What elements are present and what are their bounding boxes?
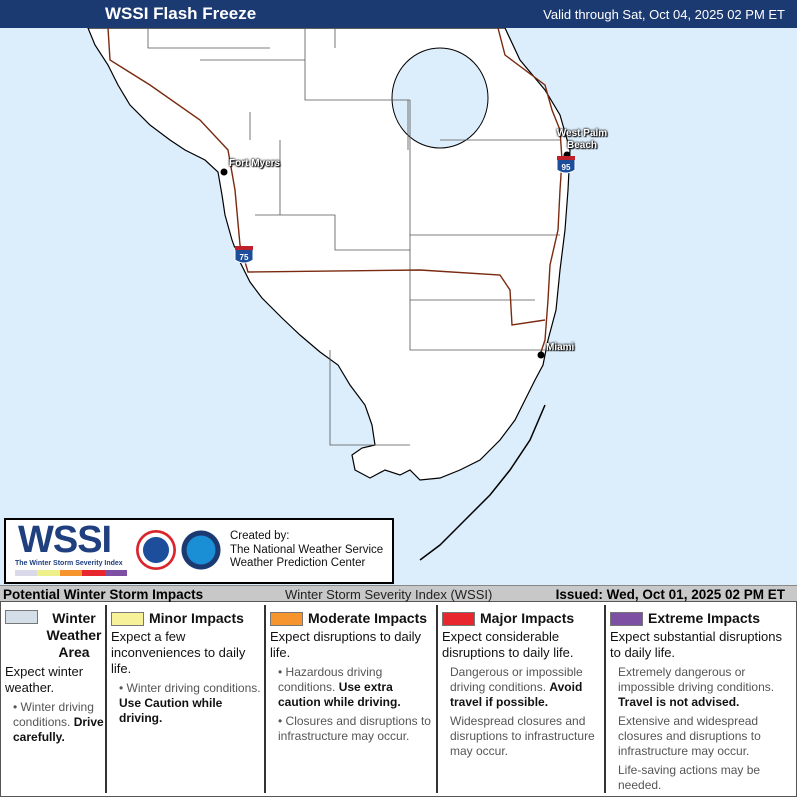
county-lines bbox=[147, 28, 560, 446]
credits-line: Weather Prediction Center bbox=[230, 557, 366, 569]
credits-line: Created by: bbox=[230, 530, 290, 542]
legend-color-swatch bbox=[442, 612, 475, 627]
credits: Created by: The National Weather Service… bbox=[230, 530, 383, 571]
header-bar: WSSI Flash Freeze Valid through Sat, Oct… bbox=[0, 0, 797, 28]
legend-item-text: Dangerous or impossible driving conditio… bbox=[450, 665, 583, 695]
legend-item-text: Hazardous driving conditions. bbox=[278, 665, 383, 695]
legend-color-swatch bbox=[111, 612, 144, 627]
legend-level: Winter Weather Area bbox=[5, 610, 105, 661]
legend-item: Extensive and widespread closures and di… bbox=[610, 714, 796, 759]
legend-color-swatch bbox=[5, 610, 38, 624]
legend-expectation: Expect disruptions to daily life. bbox=[270, 629, 422, 661]
legend-level-label: Major Impacts bbox=[480, 610, 575, 626]
legend-item-text: Extensive and widespread closures and di… bbox=[618, 714, 761, 759]
impact-legend: Winter Weather Area Expect winter weather… bbox=[0, 602, 797, 797]
legend-item-text: Closures and disruptions to infrastructu… bbox=[278, 714, 431, 744]
legend-item-text: Life-saving actions may be needed. bbox=[618, 763, 761, 793]
legend-item: • Closures and disruptions to infrastruc… bbox=[278, 714, 431, 744]
legend-expectation: Expect a few inconveniences to daily lif… bbox=[111, 629, 246, 677]
interstate-75-shield: 75 bbox=[234, 246, 254, 264]
legend-item: • Winter driving conditions. Drive caref… bbox=[13, 700, 104, 744]
wssi-logo: WSSI bbox=[18, 519, 112, 561]
legend-level-label: Winter Weather Area bbox=[46, 610, 102, 660]
issued-time: Issued: Wed, Oct 01, 2025 02 PM ET bbox=[555, 587, 785, 602]
impacts-bar: Potential Winter Storm Impacts Winter St… bbox=[0, 585, 797, 602]
highways bbox=[107, 28, 563, 356]
legend-level-label: Minor Impacts bbox=[149, 610, 244, 626]
wssi-subtitle: The Winter Storm Severity Index bbox=[15, 560, 123, 567]
legend-column: Moderate Impacts Expect disruptions to da… bbox=[266, 605, 438, 793]
map[interactable]: 75 95 Fort Myers West Palm Beach Miami bbox=[0, 28, 797, 585]
legend-item: • Winter driving conditions. Use Caution… bbox=[119, 681, 261, 726]
legend-level: Extreme Impacts bbox=[610, 610, 796, 627]
legend-expectation: Expect substantial disruptions to daily … bbox=[610, 629, 782, 661]
interstate-95-shield: 95 bbox=[556, 156, 576, 174]
florida-keys bbox=[419, 404, 546, 561]
index-name: Winter Storm Severity Index (WSSI) bbox=[285, 587, 493, 602]
legend-item: Life-saving actions may be needed. bbox=[610, 763, 796, 793]
legend-item-text: Widespread closures and disruptions to i… bbox=[450, 714, 595, 759]
legend-item-text: Extremely dangerous or impossible drivin… bbox=[618, 665, 775, 695]
legend-item-text: Winter driving conditions. bbox=[126, 681, 261, 696]
legend-item-bold: Drive carefully. bbox=[13, 715, 104, 744]
legend-item: Dangerous or impossible driving conditio… bbox=[442, 665, 604, 710]
legend-column: Winter Weather Area Expect winter weather… bbox=[1, 605, 107, 793]
land-florida bbox=[87, 28, 571, 481]
legend-item-text: Winter driving conditions. bbox=[13, 700, 94, 729]
legend-item: Extremely dangerous or impossible drivin… bbox=[610, 665, 796, 710]
wssi-logo-box: WSSI The Winter Storm Severity Index Cre… bbox=[4, 518, 394, 584]
legend-item-bold: Avoid travel if possible. bbox=[450, 680, 583, 710]
interstate-75-label: 75 bbox=[240, 253, 249, 262]
legend-column: Major Impacts Expect considerable disrupt… bbox=[438, 605, 606, 793]
legend-level: Minor Impacts bbox=[111, 610, 264, 627]
legend-expectation: Expect considerable disruptions to daily… bbox=[442, 629, 574, 661]
wssi-color-bar bbox=[15, 570, 128, 576]
legend-item-bold: Travel is not advised. bbox=[618, 695, 740, 710]
city-label-fort-myers: Fort Myers bbox=[229, 158, 281, 169]
legend-expectation: Expect winter weather. bbox=[5, 664, 84, 695]
legend-item-bold: Use extra caution while driving. bbox=[278, 680, 401, 710]
city-label-miami: Miami bbox=[546, 342, 575, 353]
impacts-title: Potential Winter Storm Impacts bbox=[3, 587, 204, 602]
legend-color-swatch bbox=[270, 612, 303, 627]
interstate-95-label: 95 bbox=[562, 163, 571, 172]
noaa-logo-icon bbox=[181, 530, 221, 570]
legend-level-label: Extreme Impacts bbox=[648, 610, 761, 626]
legend-column: Extreme Impacts Expect substantial disrup… bbox=[606, 605, 796, 793]
map-svg: 75 95 bbox=[87, 28, 576, 561]
legend-item-bold: Use Caution while driving. bbox=[119, 696, 223, 726]
city-label-west-palm-beach: West Palm Beach bbox=[556, 128, 608, 151]
lake-okeechobee bbox=[391, 47, 489, 149]
legend-item: Widespread closures and disruptions to i… bbox=[442, 714, 604, 759]
nws-logo-icon bbox=[136, 530, 176, 570]
legend-item: • Hazardous driving conditions. Use extr… bbox=[278, 665, 401, 710]
legend-level-label: Moderate Impacts bbox=[308, 610, 428, 626]
map-title: WSSI Flash Freeze bbox=[105, 4, 257, 23]
legend-level: Moderate Impacts bbox=[270, 610, 436, 627]
legend-color-swatch bbox=[610, 612, 643, 627]
valid-time: Valid through Sat, Oct 04, 2025 02 PM ET bbox=[543, 7, 785, 22]
legend-column: Minor Impacts Expect a few inconveniences… bbox=[107, 605, 266, 793]
credits-line: The National Weather Service bbox=[230, 543, 384, 556]
legend-level: Major Impacts bbox=[442, 610, 604, 627]
